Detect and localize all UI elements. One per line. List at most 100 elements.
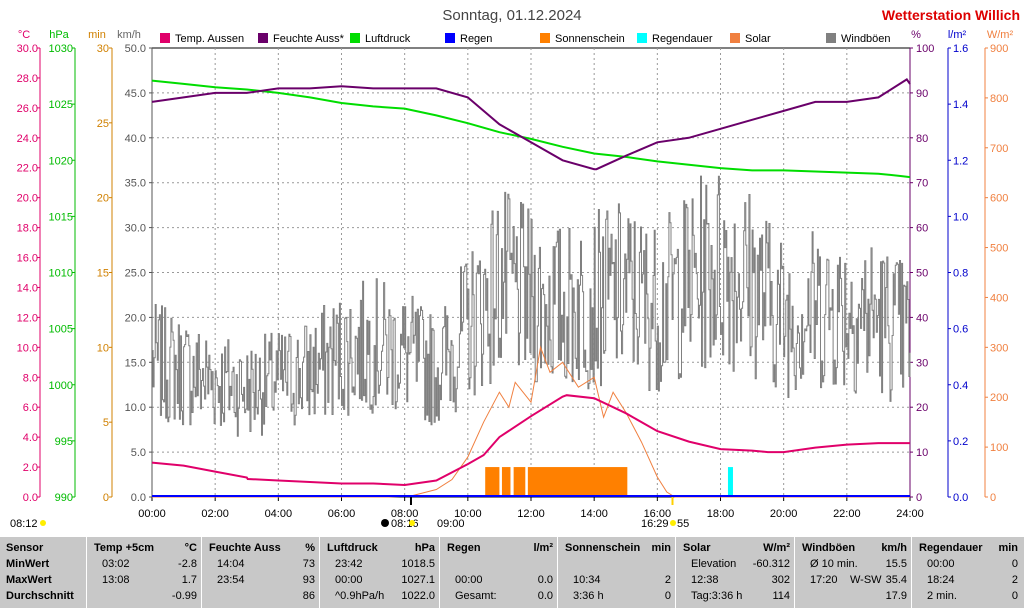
table-cell-time: Ø 10 min.: [810, 558, 858, 570]
temp-tick-label: 6.0: [23, 402, 38, 414]
kmh-tick-label: 5.0: [131, 447, 146, 459]
table-cell-value: 2: [1011, 574, 1018, 586]
series-temp: [151, 394, 910, 487]
table-divider: [319, 537, 320, 608]
kmh-tick-label: 30.0: [125, 223, 146, 235]
series-solar: [152, 345, 910, 498]
pressure-tick-label: 1000: [49, 380, 73, 392]
solar-tick-label: 0: [990, 492, 996, 504]
rain-tick-label: 0.4: [953, 380, 968, 392]
solar-tick-label: 600: [990, 193, 1008, 205]
table-cell-time: 23:42: [335, 558, 363, 570]
legend: Temp. Aussen Feuchte Auss* Luftdruck Regen S…: [160, 33, 891, 45]
table-cell-time: ^0.9hPa/h: [335, 590, 385, 602]
sun-marker-icon: [409, 520, 415, 526]
table-header-title: Regen: [447, 542, 481, 554]
minutes-tick-label: 20: [97, 193, 109, 205]
table-cell-time: 03:02: [102, 558, 130, 570]
minutes-unit-label: min: [88, 29, 106, 41]
pressure-tick-label: 1015: [49, 211, 73, 223]
table-cell-value: 93: [302, 574, 315, 586]
temp-tick-label: 14.0: [17, 282, 38, 294]
humidity-tick-label: 30: [916, 357, 928, 369]
table-header-title: Sonnenschein: [565, 542, 641, 554]
table-divider: [86, 537, 87, 608]
temp-tick-label: 26.0: [17, 103, 38, 115]
legend-label: Sonnenschein: [555, 33, 625, 45]
series-layer: [151, 78, 911, 505]
table-cell-value: 1022.0: [401, 590, 435, 602]
kmh-tick-label: 40.0: [125, 133, 146, 145]
table-cell-value: 1018.5: [401, 558, 435, 570]
pressure-tick-label: 1005: [49, 324, 73, 336]
table-cell-time: 13:08: [102, 574, 130, 586]
table-cell-time: Gesamt:: [455, 590, 497, 602]
sunset-icon: [670, 520, 676, 526]
solar-tick-label: 200: [990, 392, 1008, 404]
pressure-unit-label: hPa: [49, 29, 69, 41]
chart-title: Sonntag, 01.12.2024: [442, 7, 581, 24]
humidity-tick-label: 40: [916, 312, 928, 324]
kmh-tick-label: 15.0: [125, 357, 146, 369]
humidity-tick-label: 50: [916, 268, 928, 280]
rain-tick-label: 1.0: [953, 211, 968, 223]
table-header-title: Regendauer: [919, 542, 983, 554]
kmh-tick-label: 10.0: [125, 402, 146, 414]
table-header-unit: °C: [184, 542, 197, 554]
solar-tick-label: 500: [990, 243, 1008, 255]
table-header-unit: min: [651, 542, 671, 554]
legend-label: Regendauer: [652, 33, 713, 45]
temp-tick-label: 8.0: [23, 372, 38, 384]
table-header-title: Windböen: [802, 542, 856, 554]
moon-icon: [381, 519, 389, 527]
time-tick-label: 18:00: [707, 508, 735, 520]
humidity-tick-label: 20: [916, 402, 928, 414]
table-divider: [794, 537, 795, 608]
legend-label: Windböen: [841, 33, 891, 45]
solar-tick-label: 100: [990, 442, 1008, 454]
station-title: Wetterstation Willich: [882, 7, 1020, 23]
humidity-tick-label: 80: [916, 133, 928, 145]
kmh-tick-label: 20.0: [125, 312, 146, 324]
legend-label: Feuchte Auss*: [273, 33, 345, 45]
table-cell-time: 00:00: [455, 574, 483, 586]
minutes-tick-label: 0: [103, 492, 109, 504]
table-header-unit: l/m²: [533, 542, 553, 554]
rain-tick-label: 0.6: [953, 324, 968, 336]
time-tick-label: 22:00: [833, 508, 861, 520]
kmh-tick-label: 25.0: [125, 268, 146, 280]
table-cell-time: 23:54: [217, 574, 245, 586]
time-tick-label: 12:00: [517, 508, 545, 520]
table-row-label: MinWert: [6, 558, 50, 570]
minutes-tick-label: 5: [103, 417, 109, 429]
rain-tick-label: 1.6: [953, 43, 968, 55]
table-cell-time: 18:24: [927, 574, 955, 586]
rain-duration-bar: [727, 467, 733, 497]
solar-unit-label: W/m²: [987, 29, 1014, 41]
rain-tick-label: 1.4: [953, 99, 968, 111]
table-header-unit: hPa: [414, 542, 435, 554]
rain-unit-label: l/m²: [948, 29, 967, 41]
sunshine-bar: [485, 467, 500, 497]
table-cell-value: 1.7: [181, 574, 197, 586]
table-cell-value: 35.4: [885, 574, 907, 586]
legend-label: Temp. Aussen: [175, 33, 244, 45]
sunset-time: 16:29: [641, 518, 669, 530]
legend-label: Regen: [460, 33, 492, 45]
table-cell-value: -2.8: [178, 558, 197, 570]
table-cell-value: 0: [664, 590, 671, 602]
weather-chart: Sonntag, 01.12.2024 Wetterstation Willic…: [10, 7, 1020, 530]
temp-tick-label: 22.0: [17, 163, 38, 175]
humidity-tick-label: 90: [916, 88, 928, 100]
table-divider: [557, 537, 558, 608]
table-cell-time: 00:00: [927, 558, 955, 570]
minutes-tick-label: 10: [97, 342, 109, 354]
legend-swatch: [540, 33, 550, 43]
legend-swatch: [445, 33, 455, 43]
table-cell-value: 0.0: [537, 590, 553, 602]
sunrise-time: 08:12: [10, 518, 38, 530]
legend-swatch: [160, 33, 170, 43]
stats-table: Sensor MinWert MaxWert Durchschnitt Temp +5c…: [0, 537, 1024, 608]
humidity-tick-label: 100: [916, 43, 934, 55]
table-cell-value: -60.312: [752, 558, 790, 570]
